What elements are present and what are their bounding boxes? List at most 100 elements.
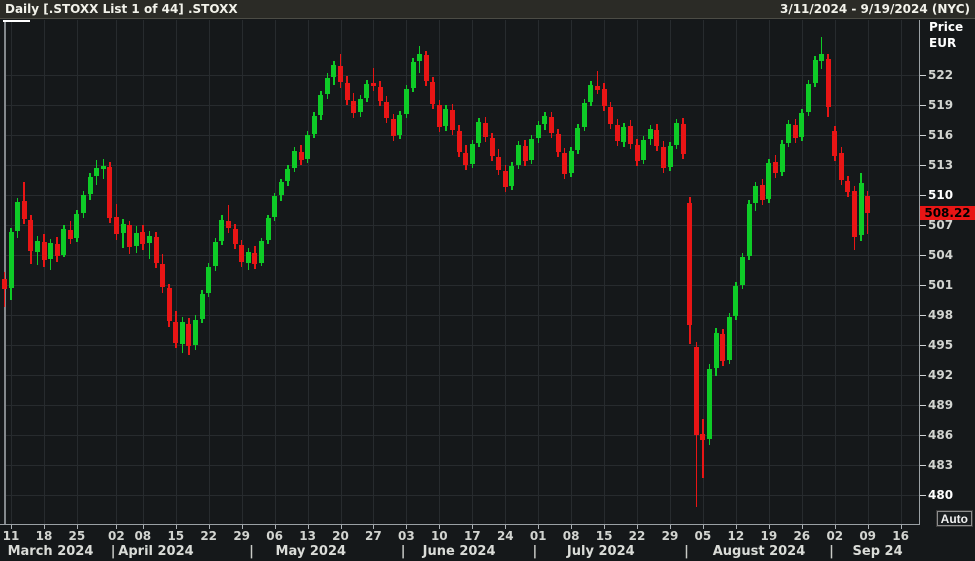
candle-body — [713, 333, 719, 368]
candle-body — [588, 85, 594, 102]
price-tick-label: 504 — [928, 248, 954, 262]
date-tick-label: 29 — [233, 529, 251, 543]
date-tick-mark — [307, 525, 309, 529]
candle-body — [239, 245, 245, 262]
candle-body — [825, 59, 831, 107]
date-tick-mark — [116, 525, 118, 529]
price-tick-label: 507 — [928, 218, 954, 232]
month-label: June 2024 — [422, 544, 496, 559]
candle-body — [641, 140, 647, 160]
date-tick-label: 27 — [365, 529, 382, 543]
candle-wick — [3, 272, 6, 307]
candle-body — [496, 157, 502, 170]
candle-body — [628, 126, 633, 144]
candle-wick — [122, 219, 124, 248]
candle-body — [865, 196, 871, 213]
month-separator: | — [110, 544, 116, 559]
candle-body — [410, 62, 416, 88]
gridline-vertical — [505, 20, 507, 525]
gridline-vertical — [241, 20, 243, 525]
date-tick-mark — [142, 525, 144, 529]
candle-body — [581, 103, 587, 127]
date-tick-mark — [208, 525, 210, 529]
price-axis-title-line1: Price — [929, 20, 964, 34]
candle-body — [687, 203, 693, 325]
candle-body — [845, 181, 851, 192]
auto-scale-button[interactable]: Auto — [935, 510, 974, 527]
candle-body — [153, 237, 159, 263]
gridline-vertical — [472, 20, 474, 525]
candle-body — [733, 286, 739, 316]
price-tick-mark — [920, 435, 926, 436]
candle-body — [799, 113, 805, 137]
candle-body — [324, 78, 330, 94]
candle-body — [746, 204, 752, 256]
candle-body — [529, 139, 535, 160]
date-tick-mark — [571, 525, 573, 529]
candle-body — [812, 60, 818, 83]
date-tick-label: 18 — [35, 529, 53, 543]
price-tick-label: 501 — [928, 278, 954, 292]
gridline-vertical — [142, 20, 144, 525]
price-tick-mark — [920, 465, 926, 466]
price-tick-label: 489 — [928, 398, 954, 412]
price-tick-mark — [920, 405, 926, 406]
candle-body — [100, 166, 106, 169]
date-tick-label: 02 — [108, 529, 125, 543]
candle-body — [179, 322, 185, 344]
candle-body — [819, 54, 825, 61]
gridline-vertical — [274, 20, 276, 525]
date-tick-mark — [538, 525, 540, 529]
candle-body — [608, 107, 614, 124]
date-tick-label: 16 — [892, 529, 909, 543]
candle-body — [48, 243, 53, 259]
candle-body — [720, 334, 726, 361]
candle-body — [634, 145, 640, 161]
date-tick-mark — [735, 525, 737, 529]
candle-body — [515, 145, 521, 165]
month-label: Sep 24 — [852, 544, 903, 559]
month-label: March 2024 — [7, 544, 94, 559]
candle-body — [403, 89, 409, 114]
candle-body — [265, 218, 271, 240]
candle-body — [483, 123, 488, 137]
price-axis[interactable]: Price EUR 522 519 516 513 510 507 504 501 498 495… — [920, 20, 975, 545]
candle-body — [140, 232, 146, 244]
candle-body — [278, 182, 284, 195]
date-tick-label: 15 — [595, 529, 613, 543]
month-separator: | — [400, 544, 406, 559]
gridline-vertical — [175, 20, 177, 525]
candle-body — [232, 229, 238, 244]
candle-wick — [596, 71, 599, 94]
candle-body — [311, 116, 317, 134]
candle-body — [338, 66, 343, 82]
date-tick-label: 17 — [463, 529, 481, 543]
month-label: April 2024 — [118, 544, 194, 559]
candle-body — [753, 186, 759, 203]
date-tick-mark — [439, 525, 441, 529]
candle-body — [858, 183, 864, 235]
date-tick-mark — [406, 525, 408, 529]
gridline-horizontal — [6, 75, 920, 76]
candle-wick — [372, 68, 375, 91]
price-tick-label: 519 — [928, 98, 954, 112]
date-tick-mark — [44, 525, 45, 529]
gridline-vertical — [834, 20, 836, 525]
gridline-vertical — [702, 20, 704, 525]
date-tick-label: 01 — [529, 529, 547, 543]
date-axis[interactable]: 11 18 25 02 08 15 22 29 06 13 20 27 03 10 17 24 01 08 15 22… — [0, 525, 975, 561]
candle-body — [805, 84, 811, 112]
date-tick-mark — [900, 525, 902, 529]
candle-body — [647, 129, 653, 139]
gridline-horizontal — [6, 315, 920, 316]
candlestick-plot-area[interactable] — [0, 20, 920, 525]
candle-body — [94, 168, 100, 176]
candle-body — [443, 109, 449, 126]
candle-body — [351, 101, 357, 113]
candle-wick — [820, 37, 823, 69]
price-tick-label: 495 — [928, 338, 954, 352]
candle-body — [621, 127, 627, 142]
date-tick-mark — [175, 525, 177, 529]
chart-title-bar: Daily [.STOXX List 1 of 44] .STOXX 3/11/… — [0, 0, 975, 19]
